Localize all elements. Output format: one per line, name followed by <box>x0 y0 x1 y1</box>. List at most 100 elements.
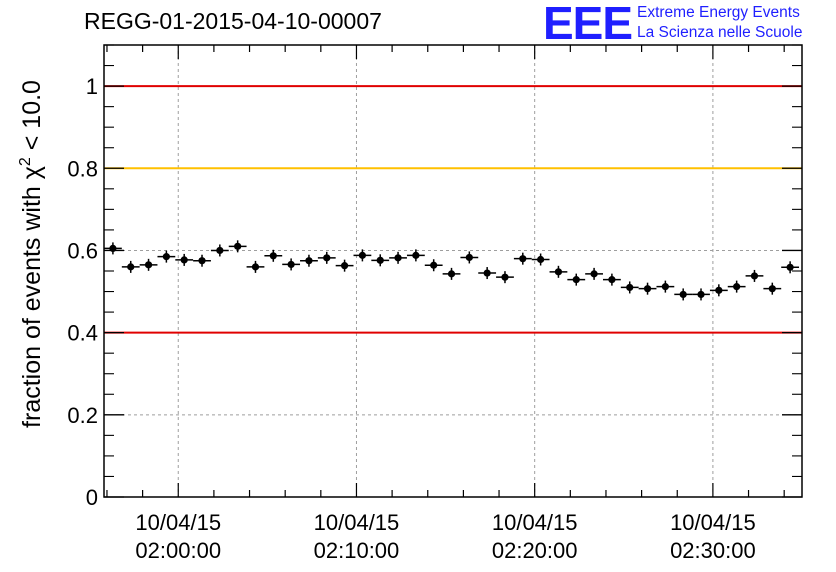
data-point <box>531 253 550 266</box>
point-marker <box>483 269 491 277</box>
point-marker <box>269 252 277 260</box>
data-points <box>104 240 800 301</box>
point-marker <box>394 254 402 262</box>
point-marker <box>216 246 224 255</box>
point-marker <box>608 276 616 284</box>
point-marker <box>430 261 438 269</box>
point-marker <box>412 251 420 259</box>
data-point <box>638 282 657 295</box>
data-point <box>317 251 336 264</box>
x-tick-time-label: 02:20:00 <box>492 538 578 563</box>
point-marker <box>661 283 669 291</box>
point-marker <box>733 283 741 291</box>
data-point <box>567 273 586 286</box>
data-point <box>709 284 728 297</box>
data-point <box>460 251 479 264</box>
data-point <box>585 267 603 280</box>
point-marker <box>697 290 705 299</box>
y-axis-label-prefix: fraction of events with χ <box>18 166 46 428</box>
point-marker <box>572 276 580 284</box>
y-tick-label: 1 <box>86 74 98 99</box>
x-tick-date-label: 10/04/15 <box>670 510 756 535</box>
data-point <box>353 249 372 262</box>
point-marker <box>768 285 776 293</box>
point-marker <box>287 260 295 269</box>
point-marker <box>127 263 135 271</box>
data-point <box>674 288 693 301</box>
chart-title: REGG-01-2015-04-10-00007 <box>84 8 382 34</box>
x-tick-time-label: 02:10:00 <box>314 538 400 563</box>
data-point <box>549 265 568 278</box>
point-marker <box>376 256 384 264</box>
data-point <box>300 254 318 267</box>
reference-lines <box>104 85 802 334</box>
point-marker <box>447 270 456 278</box>
data-point <box>228 240 247 253</box>
y-axis-label: fraction of events with χ2 < 10.0 <box>17 80 46 428</box>
point-marker <box>251 263 260 271</box>
data-point <box>104 242 122 255</box>
x-tick-time-label: 02:30:00 <box>670 538 756 563</box>
data-point <box>424 259 443 272</box>
point-marker <box>643 285 652 293</box>
point-marker <box>144 261 153 269</box>
point-marker <box>590 270 598 278</box>
point-marker <box>180 256 188 264</box>
point-marker <box>501 273 509 281</box>
point-marker <box>537 255 545 264</box>
data-point <box>335 259 354 272</box>
data-point <box>157 250 176 263</box>
x-tick-time-label: 02:00:00 <box>135 538 221 563</box>
y-tick-label: 0.6 <box>67 238 98 263</box>
data-point <box>745 269 764 282</box>
y-tick-label: 0.8 <box>67 156 98 181</box>
x-tick-date-label: 10/04/15 <box>492 510 578 535</box>
point-marker <box>198 257 206 265</box>
data-point <box>139 258 158 271</box>
data-point <box>282 258 301 271</box>
data-point <box>781 261 800 274</box>
data-point <box>389 251 407 264</box>
point-marker <box>786 263 794 271</box>
data-point <box>193 254 211 267</box>
logo-line-2: La Scienza nelle Scuole <box>637 24 803 41</box>
data-point <box>246 260 265 273</box>
eee-logo-mark: EEE <box>543 0 633 49</box>
point-marker <box>323 254 331 262</box>
data-point <box>656 280 675 293</box>
point-marker <box>750 272 759 280</box>
x-tick-date-label: 10/04/15 <box>314 510 400 535</box>
point-marker <box>554 268 563 276</box>
axes: 0 0.2 0.4 0.6 0.8 1 10/04/15 02:00:00 10/04/15 02… <box>67 44 803 563</box>
data-point <box>210 244 229 257</box>
data-point <box>603 273 621 286</box>
y-tick-label: 0.2 <box>67 403 98 428</box>
point-marker <box>715 286 723 294</box>
y-tick-label: 0.4 <box>67 321 98 346</box>
data-point <box>620 281 639 294</box>
eee-logo-text: Extreme Energy Events La Scienza nelle S… <box>637 3 802 43</box>
point-marker <box>519 255 527 263</box>
point-marker <box>162 253 170 261</box>
y-axis-label-suffix: < 10.0 <box>18 80 46 157</box>
x-tick-date-label: 10/04/15 <box>135 510 221 535</box>
data-point <box>371 254 390 267</box>
y-axis-label-sup: 2 <box>17 157 34 166</box>
y-tick-label: 0 <box>86 485 98 510</box>
data-point <box>264 249 283 262</box>
logo-line-1: Extreme Energy Events <box>637 4 800 21</box>
point-marker <box>340 262 349 270</box>
data-point <box>478 267 497 280</box>
point-marker <box>234 242 242 250</box>
data-point <box>763 282 782 295</box>
point-marker <box>679 290 687 299</box>
data-point <box>692 288 710 301</box>
data-point <box>496 271 514 284</box>
data-point <box>513 252 532 265</box>
data-point <box>442 267 461 280</box>
data-point <box>406 249 425 262</box>
data-point <box>727 280 746 293</box>
point-marker <box>358 251 367 259</box>
data-point <box>121 260 140 273</box>
